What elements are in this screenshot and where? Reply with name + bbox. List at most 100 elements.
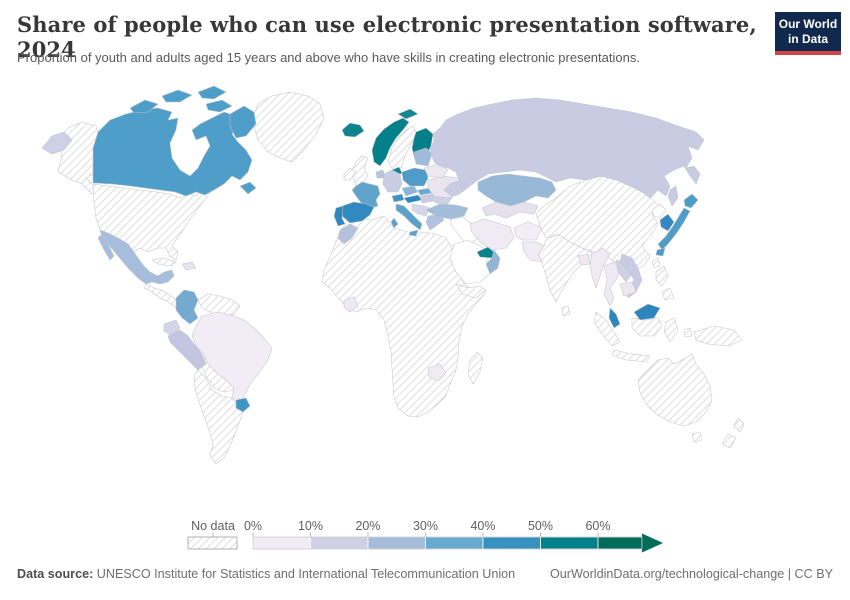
country-sri-lanka[interactable]: [561, 305, 571, 317]
country-philippines-luzon[interactable]: [655, 265, 669, 287]
country-germany[interactable]: [382, 169, 403, 193]
country-canada[interactable]: [92, 107, 253, 197]
country-south-korea[interactable]: [659, 213, 675, 232]
country-peru[interactable]: [167, 329, 207, 371]
country-new-guinea[interactable]: [693, 325, 743, 347]
world-map: [41, 85, 745, 465]
country-baltics[interactable]: [413, 147, 433, 167]
country-italy-sardinia[interactable]: [390, 217, 399, 229]
country-norway[interactable]: [371, 117, 410, 167]
country-canada-island-1[interactable]: [129, 99, 159, 114]
country-svalbard[interactable]: [397, 108, 419, 120]
country-kazakhstan[interactable]: [477, 173, 557, 207]
owid-url-link[interactable]: OurWorldinData.org/technological-change …: [549, 567, 833, 581]
country-hungary[interactable]: [419, 193, 435, 204]
country-balkans[interactable]: [411, 203, 431, 217]
country-indonesia-java[interactable]: [611, 349, 651, 363]
country-oman[interactable]: [485, 249, 501, 275]
map-legend: No data 0% 10% 20% 30% 40% 50% 60%: [187, 519, 663, 553]
country-taiwan[interactable]: [651, 257, 661, 269]
country-cuba[interactable]: [151, 257, 177, 267]
country-vietnam[interactable]: [619, 253, 643, 299]
country-canada-island-4[interactable]: [205, 99, 233, 113]
legend-tick-50: 50%: [528, 519, 553, 533]
country-yemen[interactable]: [455, 283, 487, 299]
country-mexico[interactable]: [99, 229, 175, 285]
country-indonesia-moluccas[interactable]: [683, 327, 693, 338]
country-zimbabwe[interactable]: [427, 363, 447, 382]
country-poland[interactable]: [401, 167, 429, 187]
country-mexico-baja[interactable]: [97, 233, 115, 261]
country-morocco[interactable]: [337, 223, 359, 245]
data-source-label: Data source:: [17, 567, 94, 581]
country-venezuela-guyanas[interactable]: [197, 293, 241, 319]
country-japan-kyushu[interactable]: [655, 247, 666, 257]
country-north-korea[interactable]: [651, 203, 667, 219]
legend-tick-10: 10%: [298, 519, 323, 533]
country-austria[interactable]: [403, 194, 423, 204]
country-russia-chukotka[interactable]: [41, 131, 73, 155]
legend-bin-60-plus[interactable]: [597, 536, 643, 550]
country-dominican-republic[interactable]: [181, 261, 197, 271]
page-subtitle: Proportion of youth and adults aged 15 y…: [17, 50, 640, 65]
country-levant-iraq[interactable]: [449, 216, 481, 245]
legend-bin-50-60[interactable]: [540, 536, 599, 550]
country-madagascar[interactable]: [467, 351, 484, 385]
country-colombia[interactable]: [175, 289, 199, 325]
country-canada-newfoundland[interactable]: [239, 181, 257, 195]
country-indonesia-sumatra[interactable]: [593, 311, 621, 347]
country-australia-tasmania[interactable]: [691, 431, 703, 443]
legend-no-data-swatch[interactable]: [187, 536, 238, 550]
country-united-states[interactable]: [92, 183, 213, 261]
country-russia-sakhalin[interactable]: [667, 185, 679, 207]
country-switzerland[interactable]: [391, 193, 405, 203]
legend-tick-0: 0%: [244, 519, 262, 533]
license-link[interactable]: OurWorldinData.org/technological-change …: [550, 567, 833, 581]
legend-bin-40-50[interactable]: [482, 536, 541, 550]
country-italy[interactable]: [395, 203, 423, 231]
country-japan-honshu[interactable]: [657, 207, 691, 251]
country-cote-divoire[interactable]: [343, 296, 359, 313]
country-france[interactable]: [351, 181, 381, 209]
country-russia[interactable]: [429, 97, 705, 199]
country-iran[interactable]: [469, 218, 515, 251]
country-australia[interactable]: [637, 353, 713, 427]
country-italy-sicily[interactable]: [408, 229, 419, 237]
country-new-zealand-north[interactable]: [733, 417, 745, 433]
region-africa-no-data[interactable]: [321, 215, 487, 418]
country-canada-island-2[interactable]: [161, 89, 193, 103]
country-myanmar[interactable]: [589, 247, 611, 289]
country-canada-island-3[interactable]: [197, 85, 227, 100]
country-new-zealand-south[interactable]: [721, 433, 737, 449]
country-czechia[interactable]: [401, 185, 419, 197]
country-philippines-mindanao[interactable]: [661, 287, 675, 301]
legend-bin-30-40[interactable]: [425, 536, 484, 550]
country-argentina-chile[interactable]: [193, 369, 244, 465]
region-central-asia[interactable]: [481, 201, 539, 219]
legend-no-data-label: No data: [191, 519, 235, 533]
legend-bin-10-20[interactable]: [310, 536, 369, 550]
country-ireland[interactable]: [343, 167, 357, 181]
country-spain[interactable]: [341, 201, 375, 224]
owid-logo[interactable]: Our World in Data: [775, 12, 841, 55]
country-afghanistan[interactable]: [513, 221, 543, 241]
country-iceland[interactable]: [341, 122, 365, 138]
legend-bin-0-10[interactable]: [252, 536, 311, 550]
country-malaysia-peninsula[interactable]: [608, 307, 621, 329]
data-source-text: UNESCO Institute for Statistics and Inte…: [96, 567, 516, 581]
legend-bin-20-30[interactable]: [367, 536, 426, 550]
country-portugal[interactable]: [333, 205, 346, 227]
country-japan-hokkaido[interactable]: [683, 193, 699, 209]
country-malaysia-borneo[interactable]: [633, 303, 661, 321]
country-turkey[interactable]: [425, 203, 469, 220]
country-greenland[interactable]: [251, 91, 325, 163]
country-belarus[interactable]: [423, 163, 449, 179]
country-uruguay[interactable]: [235, 397, 251, 413]
data-layer: [41, 85, 705, 413]
country-cambodia[interactable]: [619, 281, 637, 297]
country-indonesia-kalimantan[interactable]: [631, 317, 663, 337]
country-pakistan[interactable]: [521, 241, 545, 263]
country-indonesia-sulawesi[interactable]: [663, 317, 679, 343]
country-canada-baffin[interactable]: [229, 105, 257, 139]
